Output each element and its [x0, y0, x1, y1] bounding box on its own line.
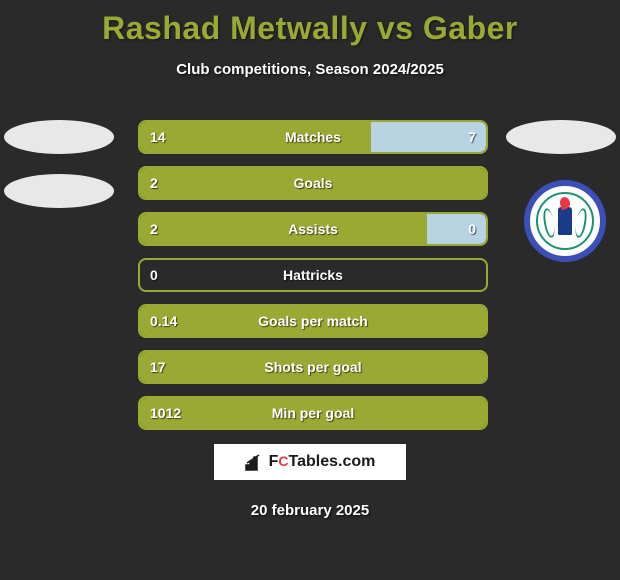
- wreath-icon: [573, 207, 588, 238]
- player-left-avatar-2: [4, 174, 114, 208]
- stats-comparison: 147Matches 2Goals 20Assists 0Hattricks 0.14G…: [138, 120, 488, 442]
- brand-chart-icon: [245, 453, 265, 471]
- club-logo-right: [524, 180, 606, 262]
- brand-text: FCTables.com: [269, 453, 376, 471]
- stat-row: 20Assists: [138, 212, 488, 246]
- page-subtitle: Club competitions, Season 2024/2025: [0, 61, 620, 78]
- flame-icon: [559, 196, 572, 210]
- stat-label: Hattricks: [140, 267, 486, 283]
- player-left-avatar-1: [4, 120, 114, 154]
- footer-date: 20 february 2025: [0, 502, 620, 519]
- page-title: Rashad Metwally vs Gaber: [0, 0, 620, 47]
- stat-label: Min per goal: [140, 405, 486, 421]
- stat-row: 0Hattricks: [138, 258, 488, 292]
- player-right-avatar: [506, 120, 616, 154]
- stat-label: Matches: [140, 129, 486, 145]
- torch-icon: [558, 207, 572, 235]
- brand-rest: Tables.com: [289, 453, 376, 471]
- stat-label: Goals per match: [140, 313, 486, 329]
- brand-badge: FCTables.com: [214, 444, 406, 480]
- stat-row: 1012Min per goal: [138, 396, 488, 430]
- brand-letter-c: C: [278, 453, 288, 469]
- brand-letter-f: F: [269, 453, 279, 471]
- club-logo-inner: [536, 192, 594, 250]
- stat-label: Shots per goal: [140, 359, 486, 375]
- stat-label: Goals: [140, 175, 486, 191]
- stat-row: 0.14Goals per match: [138, 304, 488, 338]
- stat-row: 17Shots per goal: [138, 350, 488, 384]
- stat-row: 2Goals: [138, 166, 488, 200]
- stat-label: Assists: [140, 221, 486, 237]
- stat-row: 147Matches: [138, 120, 488, 154]
- wreath-icon: [541, 207, 556, 238]
